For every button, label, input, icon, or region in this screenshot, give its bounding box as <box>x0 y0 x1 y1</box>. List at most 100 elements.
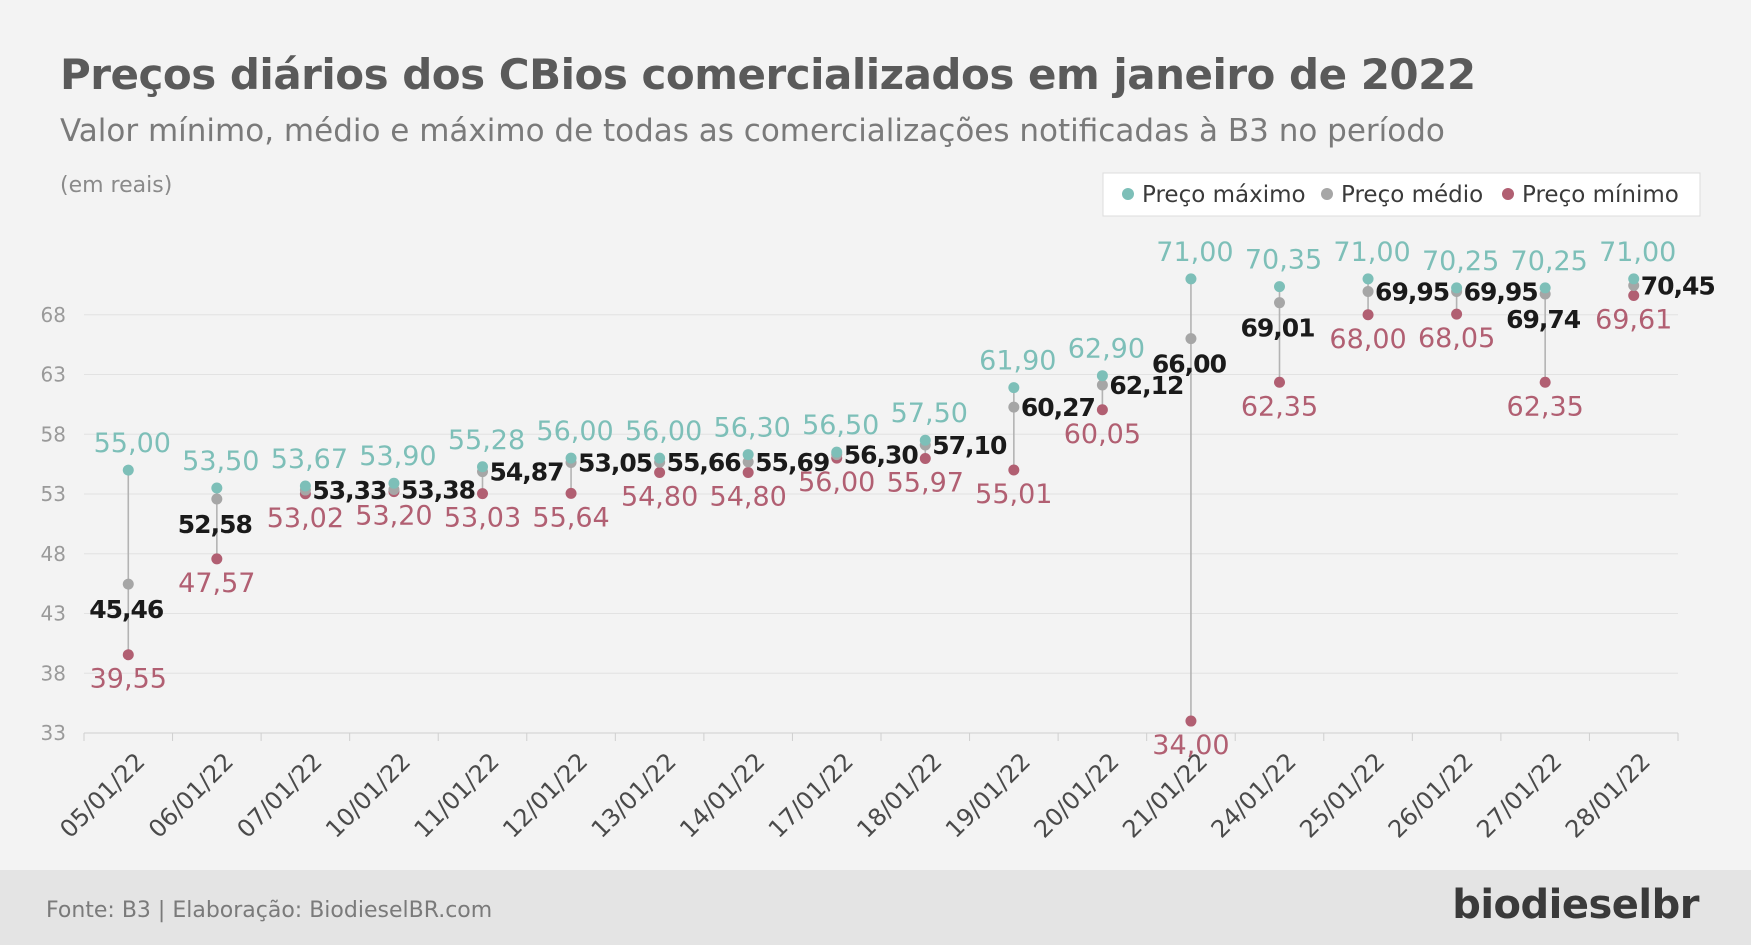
avg-label: 69,95 <box>1375 277 1449 306</box>
min-point <box>1096 404 1108 416</box>
max-point <box>1185 273 1197 285</box>
dot-range-chart: 33 38 43 48 53 58 63 68 05/01/2206/01/2207/01/22… <box>41 172 1716 843</box>
max-label: 61,90 <box>979 346 1056 377</box>
max-point <box>565 452 577 464</box>
min-label: 53,02 <box>267 503 344 534</box>
max-label: 62,90 <box>1068 334 1145 365</box>
max-label: 56,30 <box>714 413 791 444</box>
min-label: 60,05 <box>1064 419 1141 450</box>
min-point <box>742 466 754 478</box>
min-point <box>654 466 666 478</box>
max-label: 55,00 <box>94 428 171 459</box>
max-point <box>1274 281 1285 293</box>
min-point <box>1628 290 1640 302</box>
x-tick-label: 06/01/22 <box>143 747 239 843</box>
min-point <box>1451 308 1463 320</box>
avg-label: 53,33 <box>312 476 386 505</box>
avg-label: 69,01 <box>1240 314 1314 343</box>
min-label: 69,61 <box>1595 305 1672 336</box>
y-tick-label: 43 <box>41 602 66 626</box>
min-label: 54,80 <box>621 481 698 512</box>
legend-box <box>1102 172 1701 217</box>
max-label: 55,28 <box>448 425 525 456</box>
legend-marker <box>1502 188 1514 200</box>
x-tick-label: 12/01/22 <box>497 747 593 843</box>
y-tick-label: 33 <box>41 721 66 745</box>
max-label: 70,25 <box>1511 246 1588 277</box>
x-tick-label: 18/01/22 <box>851 747 947 843</box>
min-point <box>1008 464 1020 476</box>
max-point <box>831 446 843 458</box>
avg-point <box>1185 333 1197 345</box>
avg-label: 52,58 <box>178 510 252 539</box>
x-tick-label: 13/01/22 <box>586 747 682 843</box>
y-tick-label: 58 <box>41 422 66 446</box>
x-tick-label: 11/01/22 <box>409 747 505 843</box>
avg-label: 45,46 <box>89 595 164 624</box>
min-point <box>1362 309 1374 321</box>
legend-marker <box>1321 188 1333 200</box>
min-point <box>1185 715 1197 727</box>
max-point <box>919 434 931 446</box>
max-point <box>1096 370 1108 382</box>
x-tick-label: 24/01/22 <box>1206 747 1302 843</box>
avg-label: 62,12 <box>1109 371 1183 400</box>
legend-label: Preço médio <box>1341 182 1483 208</box>
y-tick-label: 48 <box>41 542 66 566</box>
max-point <box>1362 273 1374 285</box>
x-tick-label: 21/01/22 <box>1117 747 1213 843</box>
min-label: 47,57 <box>178 568 255 599</box>
unit-label: (em reais) <box>60 173 173 198</box>
x-tick-label: 17/01/22 <box>763 747 859 843</box>
chart-subtitle: Valor mínimo, médio e máximo de todas as… <box>60 113 1445 149</box>
avg-label: 55,69 <box>755 448 829 477</box>
min-label: 55,01 <box>975 479 1052 510</box>
x-tick-label: 26/01/22 <box>1383 747 1479 843</box>
min-label: 54,80 <box>710 481 787 512</box>
max-point <box>1451 282 1463 294</box>
y-tick-label: 68 <box>41 303 66 327</box>
avg-label: 54,87 <box>490 458 564 487</box>
min-label: 56,00 <box>798 467 875 498</box>
legend-label: Preço mínimo <box>1522 182 1679 208</box>
min-label: 62,35 <box>1241 391 1318 422</box>
x-tick-label: 28/01/22 <box>1560 747 1656 843</box>
avg-point <box>122 578 134 590</box>
max-label: 71,00 <box>1333 237 1410 268</box>
y-tick-label: 53 <box>41 482 66 506</box>
max-point <box>742 449 754 461</box>
min-point <box>477 488 488 500</box>
min-point <box>565 487 577 499</box>
footer-bar: Fonte: B3 | Elaboração: BiodieselBR.com … <box>0 870 1751 945</box>
max-point <box>1539 282 1551 294</box>
avg-label: 66,00 <box>1152 350 1227 379</box>
min-label: 53,03 <box>444 503 521 534</box>
max-label: 71,00 <box>1156 237 1233 268</box>
min-label: 62,35 <box>1507 391 1584 422</box>
avg-label: 55,66 <box>667 448 742 477</box>
max-label: 71,00 <box>1599 237 1676 268</box>
max-point <box>1628 273 1640 285</box>
min-point <box>1274 376 1285 388</box>
legend: Preço máximo Preço médio Preço mínimo <box>1102 172 1701 217</box>
legend-label: Preço máximo <box>1142 182 1306 208</box>
max-label: 56,00 <box>536 416 613 447</box>
avg-label: 53,05 <box>578 448 652 477</box>
max-point <box>299 480 311 492</box>
avg-point <box>1362 285 1374 297</box>
y-tick-label: 63 <box>41 363 66 387</box>
max-point <box>211 482 223 494</box>
max-point <box>122 464 134 476</box>
avg-label: 60,27 <box>1021 393 1095 422</box>
min-label: 55,64 <box>532 502 609 533</box>
avg-point <box>1096 379 1108 391</box>
avg-point <box>211 493 223 505</box>
max-point <box>477 461 488 473</box>
source-note: Fonte: B3 | Elaboração: BiodieselBR.com <box>46 898 493 923</box>
x-tick-label: 20/01/22 <box>1029 747 1125 843</box>
x-tick-label: 14/01/22 <box>674 747 770 843</box>
avg-label: 70,45 <box>1641 271 1715 300</box>
chart-title: Preços diários dos CBios comercializados… <box>60 50 1476 99</box>
avg-label: 56,30 <box>844 441 919 470</box>
